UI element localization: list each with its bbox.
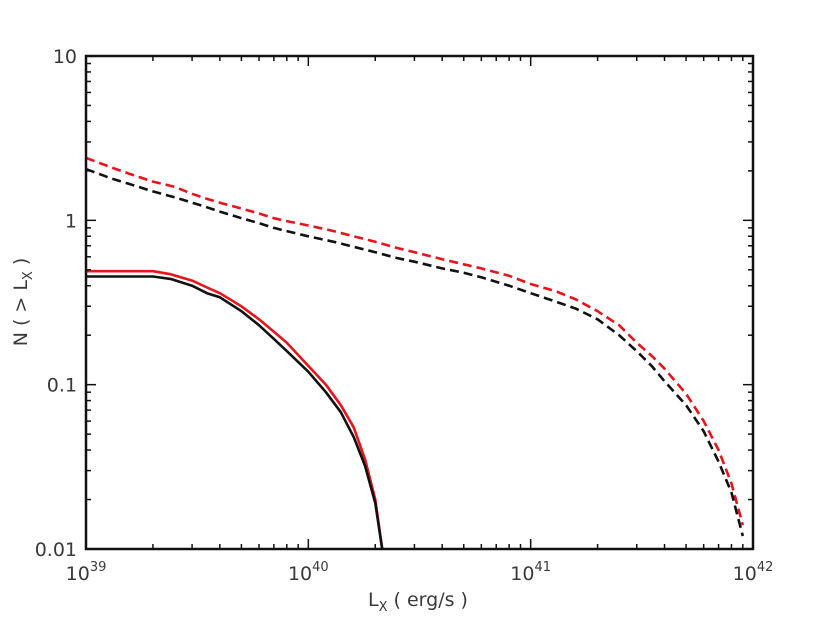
- x-tick-label-exponent: 41: [534, 560, 551, 575]
- y-axis-title-sub: X: [21, 271, 36, 280]
- y-tick-label: 0.1: [47, 375, 77, 397]
- series-line-3: [86, 269, 384, 550]
- series-line-4: [86, 275, 384, 550]
- x-tick-label: 1041: [510, 560, 551, 585]
- x-tick-label-base: 10: [66, 563, 90, 585]
- x-tick-label-exponent: 40: [312, 560, 329, 575]
- x-axis-title-main: L: [368, 589, 379, 611]
- series-layer: [85, 156, 745, 550]
- plot-frame: [84, 54, 755, 551]
- series-line-1: [85, 156, 745, 526]
- y-tick-label: 0.01: [35, 539, 77, 561]
- x-tick-label-base: 10: [733, 563, 757, 585]
- y-tick-label: 10: [53, 46, 77, 68]
- y-tick-labels: 10 1 0.1 0.01: [35, 46, 77, 561]
- series-line-2: [85, 167, 745, 537]
- ticks-layer: [86, 56, 753, 549]
- x-tick-label-exponent: 42: [757, 560, 774, 575]
- x-tick-label-base: 10: [288, 563, 312, 585]
- x-tick-labels: 1039 1040 1041 1042: [66, 560, 774, 585]
- x-tick-label-base: 10: [510, 563, 534, 585]
- x-tick-label: 1039: [66, 560, 107, 585]
- x-tick-label: 1040: [288, 560, 329, 585]
- x-axis-title-rest: ( erg/s ): [388, 589, 468, 611]
- y-tick-label: 1: [65, 210, 77, 232]
- y-axis-title-pre: N ( > L: [10, 280, 32, 347]
- y-axis-title-post: ): [10, 258, 32, 271]
- x-axis-title: LX ( erg/s ): [368, 589, 468, 615]
- y-axis-title: N ( > LX ): [10, 258, 36, 347]
- x-tick-label: 1042: [733, 560, 774, 585]
- x-tick-label-exponent: 39: [90, 560, 107, 575]
- x-axis-title-sub: X: [379, 600, 388, 615]
